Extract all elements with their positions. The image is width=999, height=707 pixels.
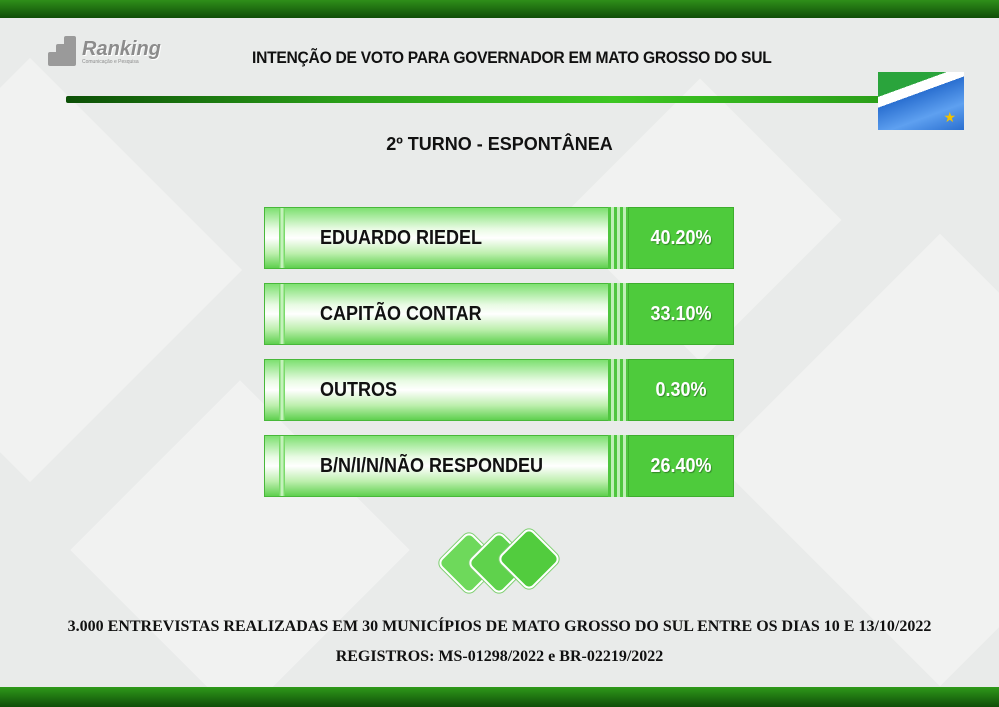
result-row: B/N/I/N/NÃO RESPONDEU 26.40% [264, 435, 734, 497]
bar-stripes [608, 359, 628, 421]
candidate-label: CAPITÃO CONTAR [320, 303, 482, 325]
result-row: OUTROS 0.30% [264, 359, 734, 421]
value-box [628, 359, 734, 421]
mato-grosso-do-sul-flag-icon: ★ [878, 72, 964, 130]
result-bar [264, 283, 626, 345]
logo-name: Ranking [82, 37, 161, 60]
title-underline [66, 96, 886, 103]
ranking-logo-icon [46, 36, 80, 68]
footer-methodology: 3.000 ENTREVISTAS REALIZADAS EM 30 MUNIC… [67, 618, 932, 635]
candidate-label: EDUARDO RIEDEL [320, 227, 483, 249]
candidate-value-label: 33.10% [650, 303, 712, 325]
candidate-value-label: 40.20% [650, 227, 712, 249]
candidate-value-label: 0.30% [655, 379, 707, 401]
bar-stripes [608, 283, 628, 345]
top-green-bar [0, 0, 999, 18]
footer-registrations: REGISTROS: MS-01298/2022 e BR-02219/2022 [335, 648, 664, 665]
bar-stripes [608, 435, 628, 497]
star-icon: ★ [943, 109, 956, 125]
ranking-logo: Ranking Comunicação e Pesquisa [46, 36, 161, 68]
chart-subtitle: 2º TURNO - ESPONTÂNEA [386, 134, 613, 154]
result-bar [264, 207, 626, 269]
result-row: EDUARDO RIEDEL 40.20% [264, 207, 734, 269]
result-bar [264, 435, 626, 497]
result-row: CAPITÃO CONTAR 33.10% [264, 283, 734, 345]
candidate-label: OUTROS [320, 379, 398, 401]
value-box [628, 207, 734, 269]
candidate-label: B/N/I/N/NÃO RESPONDEU [320, 455, 544, 477]
result-bar [264, 359, 626, 421]
bar-stripes [608, 207, 628, 269]
value-box [628, 283, 734, 345]
logo-tagline: Comunicação e Pesquisa [82, 58, 139, 65]
candidate-value-label: 26.40% [650, 455, 712, 477]
page-title: INTENÇÃO DE VOTO PARA GOVERNADOR EM MATO… [252, 48, 772, 67]
value-box [628, 435, 734, 497]
decorative-diamonds [436, 526, 562, 598]
bottom-green-bar [0, 687, 999, 707]
